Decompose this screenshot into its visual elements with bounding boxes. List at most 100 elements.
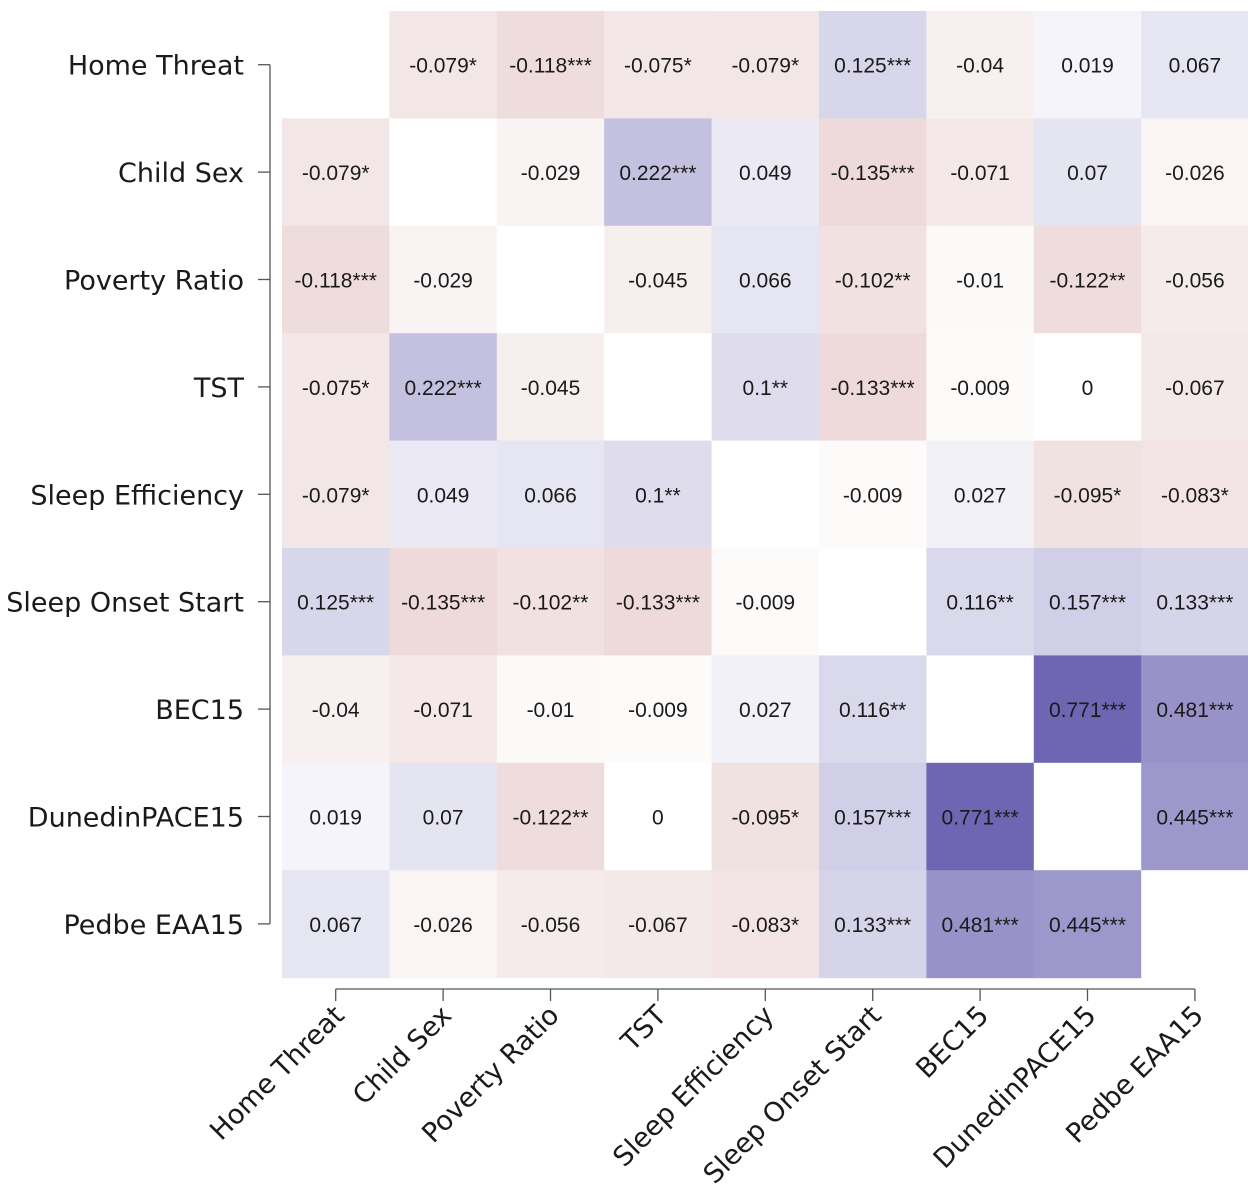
cell-label-tst-bec15: -0.009 xyxy=(950,377,1010,400)
cell-label-poverty-ratio-bec15: -0.01 xyxy=(956,270,1004,293)
cell-label-home-threat-child-sex: -0.079* xyxy=(409,55,477,78)
cell-label-child-sex-dunedinpace15: 0.07 xyxy=(1067,162,1108,185)
cell-label-poverty-ratio-sleep-onset-start: -0.102** xyxy=(835,270,911,293)
cell-label-tst-pedbe-eaa15: -0.067 xyxy=(1165,377,1225,400)
heatmap-cell-child-sex-dunedinpace15 xyxy=(1033,118,1142,227)
heatmap-cell-dunedinpace15-dunedinpace15 xyxy=(1033,762,1142,871)
heatmap-cell-home-threat-sleep-efficiency xyxy=(711,11,820,119)
heatmap-cell-pedbe-eaa15-poverty-ratio xyxy=(496,870,605,979)
cell-label-home-threat-tst: -0.075* xyxy=(624,55,692,78)
heatmap-cell-home-threat-dunedinpace15 xyxy=(1033,11,1142,119)
heatmap-cell-dunedinpace15-home-threat xyxy=(282,762,390,871)
heatmap-cell-child-sex-sleep-onset-start xyxy=(819,118,927,227)
heatmap-cell-dunedinpace15-sleep-onset-start xyxy=(819,762,927,871)
heatmap-cell-dunedinpace15-sleep-efficiency xyxy=(711,762,820,871)
x-tick-label-tst: TST xyxy=(615,1000,673,1058)
heatmap-cell-sleep-onset-start-child-sex xyxy=(389,548,498,656)
heatmap-cell-tst-home-threat xyxy=(282,333,390,442)
heatmap-cell-sleep-efficiency-child-sex xyxy=(389,440,498,549)
cell-label-poverty-ratio-tst: -0.045 xyxy=(628,270,688,293)
cell-label-tst-dunedinpace15: 0 xyxy=(1082,377,1094,400)
cell-label-sleep-onset-start-child-sex: -0.135*** xyxy=(401,592,485,615)
heatmap-cell-sleep-efficiency-bec15 xyxy=(926,440,1035,549)
cell-label-sleep-onset-start-tst: -0.133*** xyxy=(616,592,700,615)
cell-label-home-threat-sleep-onset-start: 0.125*** xyxy=(834,55,911,78)
heatmap-cell-child-sex-tst xyxy=(604,118,713,227)
y-tick-label-sleep-onset-start: Sleep Onset Start xyxy=(6,588,244,619)
heatmap-cell-poverty-ratio-child-sex xyxy=(389,225,498,334)
cell-label-sleep-efficiency-bec15: 0.027 xyxy=(954,484,1007,507)
heatmap-cell-sleep-efficiency-sleep-efficiency xyxy=(711,440,820,549)
cell-label-tst-sleep-onset-start: -0.133*** xyxy=(831,377,915,400)
heatmap-cell-sleep-onset-start-sleep-onset-start xyxy=(819,548,927,656)
heatmap-cell-bec15-dunedinpace15 xyxy=(1033,655,1142,764)
heatmap-cell-home-threat-sleep-onset-start xyxy=(819,11,927,119)
cell-label-sleep-efficiency-sleep-onset-start: -0.009 xyxy=(843,484,903,507)
heatmap-cell-pedbe-eaa15-tst xyxy=(604,870,713,979)
cell-label-dunedinpace15-bec15: 0.771*** xyxy=(942,807,1019,830)
cell-label-sleep-efficiency-home-threat: -0.079* xyxy=(302,484,370,507)
cell-label-dunedinpace15-sleep-onset-start: 0.157*** xyxy=(834,807,911,830)
x-tick-label-child-sex: Child Sex xyxy=(347,1000,458,1111)
heatmap-cells xyxy=(282,11,1248,979)
cell-label-tst-poverty-ratio: -0.045 xyxy=(521,377,581,400)
cell-label-bec15-dunedinpace15: 0.771*** xyxy=(1049,699,1126,722)
cell-label-child-sex-bec15: -0.071 xyxy=(950,162,1010,185)
cell-label-poverty-ratio-pedbe-eaa15: -0.056 xyxy=(1165,270,1225,293)
heatmap-cell-child-sex-sleep-efficiency xyxy=(711,118,820,227)
heatmap-cell-poverty-ratio-sleep-efficiency xyxy=(711,225,820,334)
cell-label-sleep-onset-start-poverty-ratio: -0.102** xyxy=(513,592,589,615)
heatmap-cell-sleep-efficiency-tst xyxy=(604,440,713,549)
y-tick-label-pedbe-eaa15: Pedbe EAA15 xyxy=(63,910,244,941)
heatmap-cell-pedbe-eaa15-bec15 xyxy=(926,870,1035,979)
heatmap-cell-home-threat-bec15 xyxy=(926,11,1035,119)
cell-label-pedbe-eaa15-poverty-ratio: -0.056 xyxy=(521,914,581,937)
heatmap-cell-pedbe-eaa15-dunedinpace15 xyxy=(1033,870,1142,979)
heatmap-cell-dunedinpace15-child-sex xyxy=(389,762,498,871)
heatmap-cell-sleep-onset-start-pedbe-eaa15 xyxy=(1141,548,1248,656)
cell-label-dunedinpace15-child-sex: 0.07 xyxy=(423,807,464,830)
y-tick-label-dunedinpace15: DunedinPACE15 xyxy=(28,803,244,834)
cell-label-sleep-onset-start-sleep-efficiency: -0.009 xyxy=(736,592,796,615)
heatmap-cell-dunedinpace15-poverty-ratio xyxy=(496,762,605,871)
heatmap-cell-poverty-ratio-bec15 xyxy=(926,225,1035,334)
heatmap-cell-poverty-ratio-tst xyxy=(604,225,713,334)
heatmap-cell-bec15-bec15 xyxy=(926,655,1035,764)
heatmap-cell-tst-bec15 xyxy=(926,333,1035,442)
heatmap-cell-child-sex-bec15 xyxy=(926,118,1035,227)
y-tick-label-poverty-ratio: Poverty Ratio xyxy=(64,266,244,297)
cell-label-sleep-efficiency-tst: 0.1** xyxy=(635,484,681,507)
heatmap-cell-sleep-efficiency-dunedinpace15 xyxy=(1033,440,1142,549)
heatmap-cell-child-sex-child-sex xyxy=(389,118,498,227)
cell-label-pedbe-eaa15-child-sex: -0.026 xyxy=(413,914,473,937)
heatmap-cell-poverty-ratio-home-threat xyxy=(282,225,390,334)
y-axis: Home Threat Child Sex Poverty Ratio TST Slee… xyxy=(6,51,271,941)
heatmap-cell-dunedinpace15-tst xyxy=(604,762,713,871)
y-tick-label-bec15: BEC15 xyxy=(155,695,244,726)
cell-label-home-threat-sleep-efficiency: -0.079* xyxy=(731,55,799,78)
heatmap-cell-bec15-sleep-efficiency xyxy=(711,655,820,764)
cell-label-poverty-ratio-home-threat: -0.118*** xyxy=(294,270,377,293)
cell-label-tst-sleep-efficiency: 0.1** xyxy=(743,377,789,400)
cell-label-home-threat-pedbe-eaa15: 0.067 xyxy=(1169,55,1222,78)
heatmap-cell-pedbe-eaa15-sleep-onset-start xyxy=(819,870,927,979)
cell-label-child-sex-sleep-onset-start: -0.135*** xyxy=(831,162,915,185)
cell-label-sleep-onset-start-pedbe-eaa15: 0.133*** xyxy=(1156,592,1233,615)
heatmap-cell-dunedinpace15-bec15 xyxy=(926,762,1035,871)
heatmap-cell-bec15-child-sex xyxy=(389,655,498,764)
cell-label-bec15-sleep-efficiency: 0.027 xyxy=(739,699,792,722)
y-tick-label-child-sex: Child Sex xyxy=(118,158,244,189)
cell-label-bec15-tst: -0.009 xyxy=(628,699,688,722)
y-tick-label-sleep-efficiency: Sleep Efficiency xyxy=(30,480,244,511)
heatmap-cell-poverty-ratio-sleep-onset-start xyxy=(819,225,927,334)
y-tick-label-home-threat: Home Threat xyxy=(68,51,244,82)
heatmap-cell-sleep-onset-start-tst xyxy=(604,548,713,656)
heatmap-cell-sleep-onset-start-dunedinpace15 xyxy=(1033,548,1142,656)
heatmap-cell-bec15-home-threat xyxy=(282,655,390,764)
heatmap-cell-home-threat-poverty-ratio xyxy=(496,11,605,119)
cell-label-bec15-home-threat: -0.04 xyxy=(312,699,360,722)
heatmap-cell-sleep-onset-start-bec15 xyxy=(926,548,1035,656)
heatmap-cell-labels: -0.079* -0.118*** -0.075* -0.079* 0.125*** -0… xyxy=(294,55,1233,937)
